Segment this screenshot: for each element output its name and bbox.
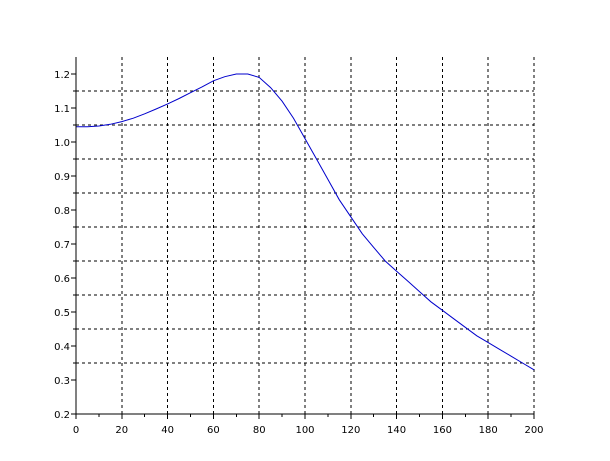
x-tick-label: 0 (73, 425, 79, 436)
series-layer (76, 73, 535, 371)
x-tick-label: 60 (207, 425, 220, 436)
y-tick-label: 1.0 (54, 138, 70, 149)
y-tick-label: 0.4 (54, 342, 70, 353)
x-tick-label: 40 (161, 425, 174, 436)
y-tick-label: 1.2 (54, 70, 70, 81)
series-line (76, 73, 535, 371)
x-tick-label: 160 (433, 425, 452, 436)
y-tick-label: 0.7 (54, 240, 70, 251)
y-tick-label: 0.6 (54, 274, 70, 285)
axes (71, 57, 535, 419)
x-tick-label: 100 (295, 425, 314, 436)
y-tick-label: 0.3 (54, 376, 70, 387)
tick-labels: 0 20 40 60 80 100 120 140 160 180 200 0.2 0.3 0.4 0.5 0… (54, 70, 543, 436)
y-tick-label: 0.9 (54, 172, 70, 183)
y-tick-label: 1.1 (54, 104, 70, 115)
x-tick-label: 80 (253, 425, 266, 436)
grid (76, 57, 535, 414)
x-tick-label: 200 (524, 425, 543, 436)
x-tick-label: 20 (115, 425, 128, 436)
x-tick-label: 120 (341, 425, 360, 436)
y-tick-label: 0.2 (54, 410, 70, 421)
y-tick-label: 0.5 (54, 308, 70, 319)
y-tick-label: 0.8 (54, 206, 70, 217)
x-tick-label: 140 (387, 425, 406, 436)
x-tick-label: 180 (479, 425, 498, 436)
